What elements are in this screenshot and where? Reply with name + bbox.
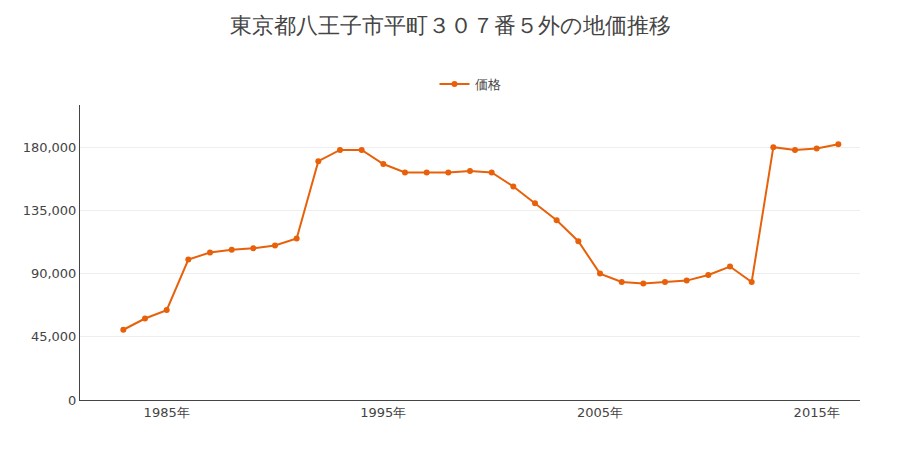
svg-text:1995年: 1995年 xyxy=(360,405,406,420)
svg-text:45,000: 45,000 xyxy=(31,329,77,344)
svg-text:0: 0 xyxy=(68,393,76,408)
svg-text:2015年: 2015年 xyxy=(794,405,840,420)
svg-text:180,000: 180,000 xyxy=(23,140,77,155)
svg-text:価格: 価格 xyxy=(475,77,501,92)
svg-text:1985年: 1985年 xyxy=(144,405,190,420)
svg-text:2005年: 2005年 xyxy=(577,405,623,420)
svg-text:135,000: 135,000 xyxy=(23,203,77,218)
svg-text:東京都八王子市平町３０７番５外の地価推移: 東京都八王子市平町３０７番５外の地価推移 xyxy=(230,13,671,38)
svg-text:90,000: 90,000 xyxy=(31,266,77,281)
